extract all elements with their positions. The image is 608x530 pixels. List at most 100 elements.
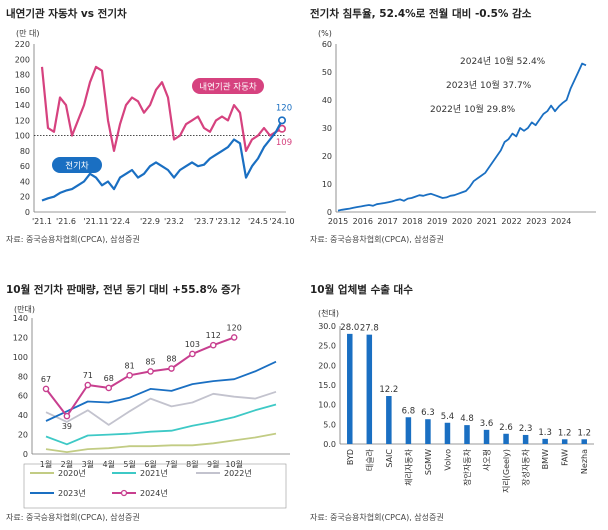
legend-tag-ev: 전기차	[52, 157, 102, 173]
data-point-marker	[147, 368, 154, 375]
data-point-label: 67	[41, 375, 51, 384]
y-tick-label: 40	[20, 177, 30, 186]
x-tick-label: 장안자동차	[462, 448, 472, 485]
data-point-marker	[189, 350, 196, 358]
series-line-ev	[41, 119, 283, 202]
chart-panel-ice-vs-ev: 내연기관 자동차 vs 전기차 (만 대) 0 20 40 60 80 100 120 140 1…	[6, 6, 296, 246]
y-tick-label: 50	[322, 68, 332, 77]
x-tick-label: '22.4	[110, 217, 130, 226]
y-tick-label: 180	[15, 71, 30, 80]
y-tick-label: 200	[15, 55, 30, 64]
x-tick-label: SGMW	[424, 449, 433, 475]
x-tick-label: '22.9	[140, 217, 160, 226]
chart-title: 전기차 침투율, 52.4%로 전월 대비 -0.5% 감소	[310, 8, 532, 20]
x-tick-label: '21.6	[56, 217, 76, 226]
x-tick-label: SAIC	[385, 449, 394, 468]
x-tick-label: 2024	[551, 217, 571, 226]
legend: 2020년 2021년 2022년 2023년 2024년	[23, 463, 287, 509]
chart-panel-october-ev-sales: 10월 전기차 판매량, 전년 동기 대비 +55.8% 증가 (만대) 0 20 4…	[6, 282, 296, 526]
y-tick-label: 220	[15, 40, 30, 49]
x-tick-label: BYD	[346, 449, 355, 465]
data-point-label: 120	[227, 323, 242, 332]
data-point-marker	[84, 381, 92, 389]
y-tick-label: 0	[25, 208, 30, 217]
chart-title: 10월 전기차 판매량, 전년 동기 대비 +55.8% 증가	[6, 284, 241, 296]
source-note: 자료: 중국승용차협회(CPCA), 삼성증권	[6, 513, 140, 522]
y-tick-label: 0.0	[323, 440, 336, 449]
x-tick-label: 2023	[526, 217, 546, 226]
bar-value-label: 1.2	[558, 428, 572, 438]
legend-label: 2021년	[140, 468, 168, 478]
bar-BYD	[347, 333, 353, 444]
bar-Nezha	[581, 439, 587, 444]
data-point-marker	[42, 385, 50, 393]
bar-value-label: 3.6	[480, 419, 494, 429]
x-tick-label: 2022	[501, 217, 521, 226]
chart-title: 10월 업체별 수출 대수	[310, 284, 413, 296]
series-line-ice	[40, 65, 283, 152]
x-tick-label: FAW	[561, 449, 570, 466]
bar-지리(Geely)	[503, 433, 509, 444]
x-tick-label: '24.5	[248, 217, 268, 226]
data-point-marker	[209, 341, 217, 349]
y-tick-label: 100	[13, 353, 28, 362]
x-tick-label: BMW	[541, 449, 550, 469]
x-tick-label: 2020	[452, 217, 472, 226]
unit-label: (만대)	[14, 305, 35, 314]
y-tick-label: 140	[13, 314, 28, 323]
bar-장성자동차	[522, 434, 529, 444]
legend-tag-ice: 내연기관 자동차	[192, 78, 264, 94]
bar-SAIC	[386, 396, 392, 444]
legend-tag-label: 전기차	[65, 161, 89, 172]
x-tick-label: 체리자동차	[403, 448, 413, 485]
bar-value-label: 6.3	[421, 408, 435, 418]
x-tick-label: 2018	[402, 217, 422, 226]
x-tick-label: Volvo	[443, 449, 452, 471]
y-tick-label: 0	[23, 450, 28, 459]
y-tick-label: 10	[322, 180, 332, 189]
chart-title: 내연기관 자동차 vs 전기차	[6, 8, 127, 20]
bar-value-label: 1.2	[577, 428, 591, 438]
data-point-marker	[63, 412, 71, 420]
series-line-2020년	[45, 432, 277, 453]
data-point-marker	[168, 365, 175, 372]
unit-label: (천대)	[318, 308, 339, 318]
y-tick-label: 40	[322, 96, 332, 105]
x-tick-label: 2019	[427, 217, 447, 226]
data-point-label: 81	[125, 361, 135, 370]
chart-panel-exports-by-maker: 10월 업체별 수출 대수 (천대) 0.0 5.0 10.0 15.0 20.0 25.0…	[310, 282, 602, 526]
x-tick-label: '23.12	[215, 217, 240, 226]
x-tick-label: 2021	[477, 217, 497, 226]
legend-label: 2022년	[224, 468, 252, 478]
annotation-label: 2023년 10월 37.7%	[446, 79, 532, 91]
source-note: 자료: 중국승용차협회(CPCA), 삼성증권	[6, 235, 140, 244]
data-point-marker	[230, 334, 238, 341]
x-tick-label: 테슬라	[364, 448, 374, 471]
bar-value-label: 28.0	[340, 323, 359, 333]
y-tick-label: 60	[322, 40, 332, 49]
bar-장안자동차	[464, 425, 470, 444]
legend-tag-background	[52, 157, 102, 173]
bar-체리자동차	[405, 417, 412, 444]
data-point-label: 68	[104, 374, 114, 383]
data-point-label: 71	[83, 371, 93, 380]
unit-label: (만 대)	[16, 29, 40, 38]
x-tick-label: 지리(Geely)	[502, 449, 511, 493]
bar-value-label: 4.8	[460, 414, 474, 424]
annotation-label: 2022년 10월 29.8%	[430, 103, 516, 115]
y-tick-label: 20	[322, 152, 332, 161]
data-point-marker	[105, 384, 113, 392]
x-tick-label: 2015	[328, 217, 348, 226]
bar-value-label: 6.8	[402, 406, 416, 416]
y-tick-label: 120	[15, 116, 30, 125]
bar-FAW	[561, 439, 568, 444]
y-tick-label: 5.0	[323, 420, 336, 429]
x-tick-label: 2016	[353, 217, 373, 226]
y-tick-label: 120	[13, 333, 28, 342]
bar-샤오펑	[483, 429, 490, 444]
source-note: 자료: 중국승용차협회(CPCA), 삼성증권	[310, 235, 444, 244]
data-point-label: 88	[166, 355, 176, 364]
penetration-line	[337, 62, 587, 212]
unit-label: (%)	[318, 29, 332, 38]
y-tick-label: 80	[18, 372, 28, 381]
